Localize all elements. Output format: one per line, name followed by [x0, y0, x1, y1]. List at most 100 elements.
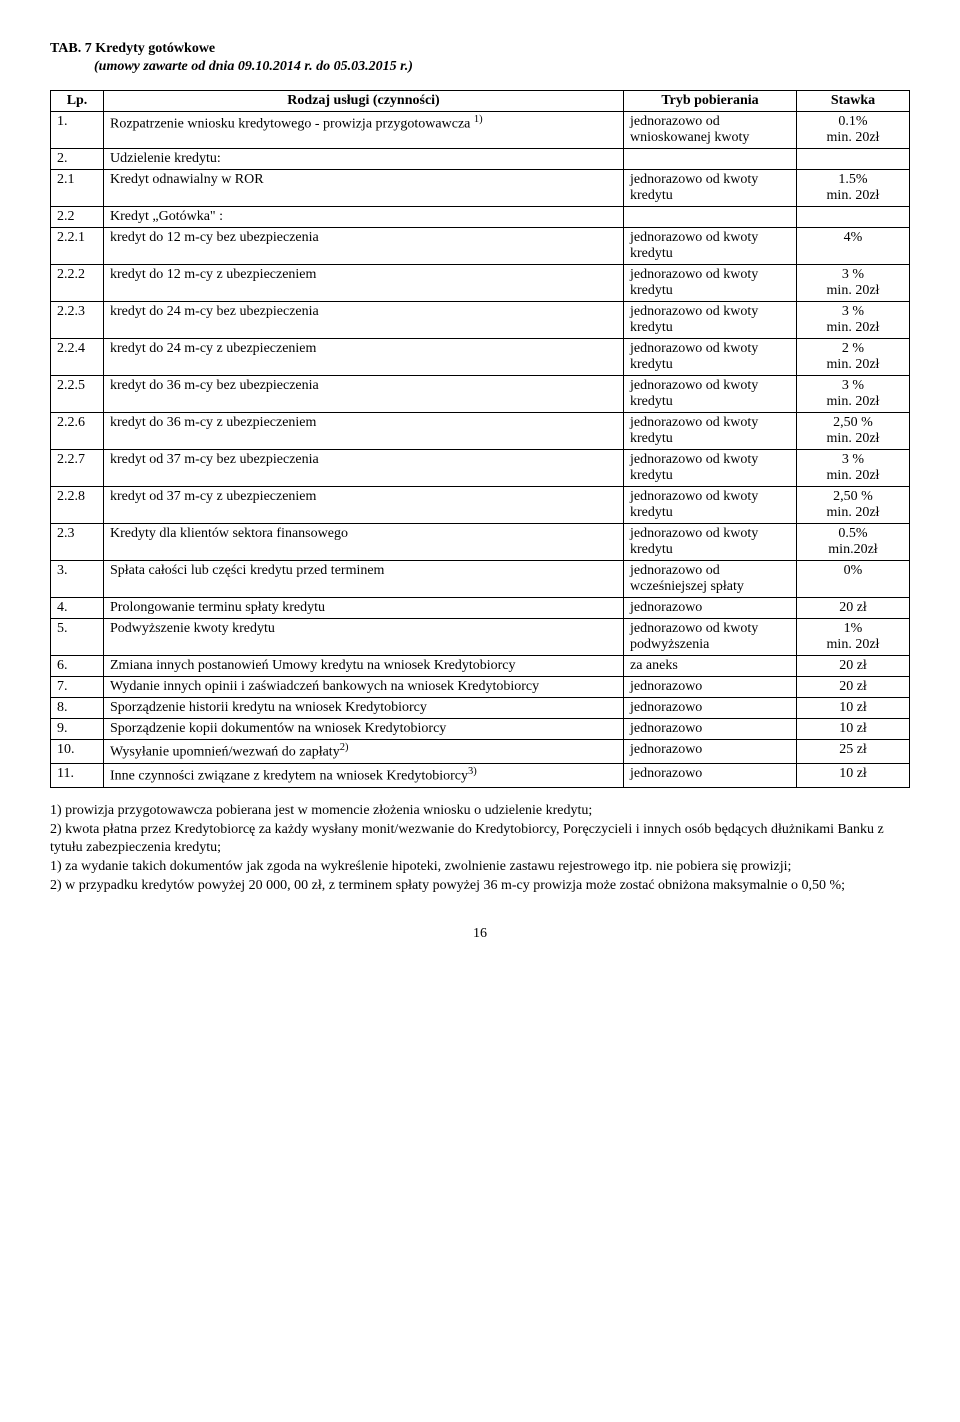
cell-tryb: za aneks — [624, 656, 797, 677]
table-row: 10.Wysyłanie upomnień/wezwań do zapłaty2… — [51, 740, 910, 764]
cell-service: kredyt do 24 m-cy z ubezpieczeniem — [104, 339, 624, 376]
cell-tryb: jednorazowo od kwoty kredytu — [624, 170, 797, 207]
table-title: TAB. 7 Kredyty gotówkowe — [50, 40, 910, 58]
cell-stawka: 2,50 %min. 20zł — [797, 413, 910, 450]
fees-table: Lp. Rodzaj usługi (czynności) Tryb pobie… — [50, 90, 910, 787]
cell-lp: 2.2.5 — [51, 376, 104, 413]
table-row: 2.2.7kredyt od 37 m-cy bez ubezpieczenia… — [51, 450, 910, 487]
table-row: 1.Rozpatrzenie wniosku kredytowego - pro… — [51, 112, 910, 149]
header-lp: Lp. — [51, 91, 104, 112]
cell-service: Zmiana innych postanowień Umowy kredytu … — [104, 656, 624, 677]
cell-tryb: jednorazowo od kwoty kredytu — [624, 450, 797, 487]
footnote-line: 1) prowizja przygotowawcza pobierana jes… — [50, 802, 910, 821]
cell-stawka: 1%min. 20zł — [797, 619, 910, 656]
table-row: 7.Wydanie innych opinii i zaświadczeń ba… — [51, 677, 910, 698]
cell-lp: 2.2.7 — [51, 450, 104, 487]
footnote-line: 2) kwota płatna przez Kredytobiorcę za k… — [50, 821, 910, 859]
cell-lp: 2.2.4 — [51, 339, 104, 376]
header-tryb: Tryb pobierania — [624, 91, 797, 112]
cell-lp: 2.2 — [51, 207, 104, 228]
cell-service: Udzielenie kredytu: — [104, 149, 624, 170]
cell-stawka: 2 %min. 20zł — [797, 339, 910, 376]
table-row: 4.Prolongowanie terminu spłaty kredytuje… — [51, 598, 910, 619]
header-service: Rodzaj usługi (czynności) — [104, 91, 624, 112]
table-subtitle: (umowy zawarte od dnia 09.10.2014 r. do … — [94, 58, 910, 76]
cell-service: Kredyty dla klientów sektora finansowego — [104, 524, 624, 561]
cell-tryb: jednorazowo od kwoty podwyższenia — [624, 619, 797, 656]
table-row: 2.2Kredyt „Gotówka" : — [51, 207, 910, 228]
cell-service: kredyt od 37 m-cy bez ubezpieczenia — [104, 450, 624, 487]
cell-stawka: 20 zł — [797, 677, 910, 698]
cell-tryb: jednorazowo od kwoty kredytu — [624, 265, 797, 302]
cell-tryb: jednorazowo — [624, 698, 797, 719]
cell-tryb: jednorazowo — [624, 764, 797, 788]
cell-service: kredyt do 12 m-cy bez ubezpieczenia — [104, 228, 624, 265]
cell-stawka: 1.5%min. 20zł — [797, 170, 910, 207]
cell-stawka: 0.5%min.20zł — [797, 524, 910, 561]
cell-lp: 5. — [51, 619, 104, 656]
cell-stawka: 10 zł — [797, 764, 910, 788]
cell-stawka: 3 %min. 20zł — [797, 450, 910, 487]
table-row: 9.Sporządzenie kopii dokumentów na wnios… — [51, 719, 910, 740]
table-row: 2.2.4kredyt do 24 m-cy z ubezpieczeniemj… — [51, 339, 910, 376]
table-row: 8.Sporządzenie historii kredytu na wnios… — [51, 698, 910, 719]
cell-tryb: jednorazowo — [624, 677, 797, 698]
cell-tryb: jednorazowo od kwoty kredytu — [624, 487, 797, 524]
table-row: 11.Inne czynności związane z kredytem na… — [51, 764, 910, 788]
cell-lp: 7. — [51, 677, 104, 698]
cell-stawka: 0.1%min. 20zł — [797, 112, 910, 149]
cell-service: kredyt do 36 m-cy bez ubezpieczenia — [104, 376, 624, 413]
footnote-line: 1) za wydanie takich dokumentów jak zgod… — [50, 858, 910, 877]
cell-tryb — [624, 207, 797, 228]
cell-lp: 2.2.8 — [51, 487, 104, 524]
cell-service: Sporządzenie historii kredytu na wniosek… — [104, 698, 624, 719]
cell-lp: 2.2.3 — [51, 302, 104, 339]
cell-tryb: jednorazowo od kwoty kredytu — [624, 524, 797, 561]
cell-tryb: jednorazowo — [624, 740, 797, 764]
cell-service: Podwyższenie kwoty kredytu — [104, 619, 624, 656]
cell-lp: 9. — [51, 719, 104, 740]
cell-lp: 11. — [51, 764, 104, 788]
cell-tryb: jednorazowo od kwoty kredytu — [624, 413, 797, 450]
cell-service: Wysyłanie upomnień/wezwań do zapłaty2) — [104, 740, 624, 764]
footnotes: 1) prowizja przygotowawcza pobierana jes… — [50, 802, 910, 896]
cell-stawka: 25 zł — [797, 740, 910, 764]
cell-stawka — [797, 207, 910, 228]
cell-tryb: jednorazowo od wnioskowanej kwoty — [624, 112, 797, 149]
table-row: 6.Zmiana innych postanowień Umowy kredyt… — [51, 656, 910, 677]
cell-lp: 3. — [51, 561, 104, 598]
cell-stawka: 0% — [797, 561, 910, 598]
table-row: 2.2.3kredyt do 24 m-cy bez ubezpieczenia… — [51, 302, 910, 339]
cell-stawka: 2,50 %min. 20zł — [797, 487, 910, 524]
cell-service: Kredyt „Gotówka" : — [104, 207, 624, 228]
table-row: 5.Podwyższenie kwoty kredytujednorazowo … — [51, 619, 910, 656]
cell-stawka: 4% — [797, 228, 910, 265]
cell-stawka: 3 %min. 20zł — [797, 265, 910, 302]
cell-stawka — [797, 149, 910, 170]
table-row: 2.Udzielenie kredytu: — [51, 149, 910, 170]
cell-lp: 4. — [51, 598, 104, 619]
cell-tryb — [624, 149, 797, 170]
cell-service: Sporządzenie kopii dokumentów na wniosek… — [104, 719, 624, 740]
cell-tryb: jednorazowo — [624, 719, 797, 740]
cell-tryb: jednorazowo od kwoty kredytu — [624, 376, 797, 413]
table-row: 3.Spłata całości lub części kredytu prze… — [51, 561, 910, 598]
cell-service: Prolongowanie terminu spłaty kredytu — [104, 598, 624, 619]
cell-lp: 6. — [51, 656, 104, 677]
cell-tryb: jednorazowo od wcześniejszej spłaty — [624, 561, 797, 598]
cell-stawka: 3 %min. 20zł — [797, 376, 910, 413]
cell-lp: 2.3 — [51, 524, 104, 561]
cell-lp: 2.2.2 — [51, 265, 104, 302]
cell-lp: 1. — [51, 112, 104, 149]
cell-service: Inne czynności związane z kredytem na wn… — [104, 764, 624, 788]
cell-lp: 2.2.1 — [51, 228, 104, 265]
cell-tryb: jednorazowo od kwoty kredytu — [624, 228, 797, 265]
cell-lp: 10. — [51, 740, 104, 764]
table-header-row: Lp. Rodzaj usługi (czynności) Tryb pobie… — [51, 91, 910, 112]
cell-service: kredyt do 12 m-cy z ubezpieczeniem — [104, 265, 624, 302]
cell-lp: 2.1 — [51, 170, 104, 207]
cell-stawka: 10 zł — [797, 719, 910, 740]
cell-lp: 8. — [51, 698, 104, 719]
cell-stawka: 20 zł — [797, 598, 910, 619]
cell-service: kredyt do 36 m-cy z ubezpieczeniem — [104, 413, 624, 450]
